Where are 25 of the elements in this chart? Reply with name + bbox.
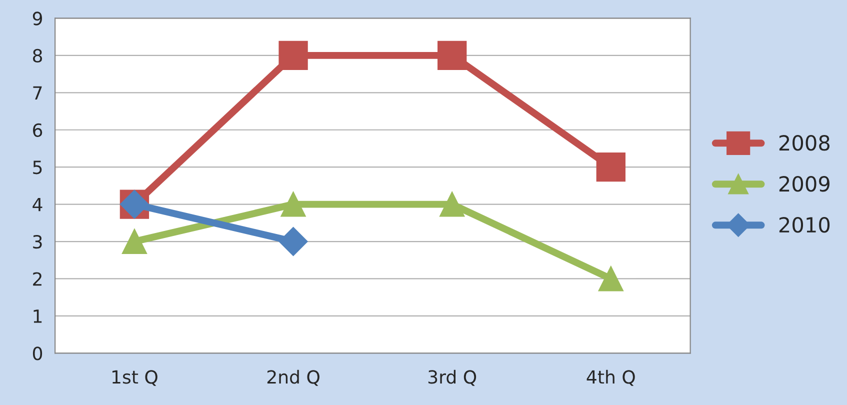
x-tick-label: 2nd Q <box>267 370 320 386</box>
y-tick-label: 5 <box>33 160 42 174</box>
y-tick-label: 0 <box>32 346 42 360</box>
y-tick-label: 8 <box>32 48 42 63</box>
point <box>598 266 624 292</box>
point <box>596 152 626 182</box>
y-tick-label: 7 <box>33 86 42 100</box>
y-tick-label: 6 <box>33 123 42 137</box>
point <box>280 192 306 217</box>
legend-label: 2008 <box>779 134 830 151</box>
point <box>278 227 308 256</box>
point <box>438 40 467 70</box>
y-tick-label: 4 <box>32 198 42 212</box>
x-tick-label: 3rd Q <box>428 370 476 386</box>
y-tick-label: 2 <box>33 272 42 286</box>
point <box>122 229 147 254</box>
legend-label: 2009 <box>779 176 830 192</box>
legend-label: 2010 <box>779 216 830 233</box>
y-tick-label: 9 <box>32 12 42 26</box>
y-tick-label: 1 <box>34 310 42 323</box>
x-tick-label: 1st Q <box>112 370 158 386</box>
point <box>278 40 308 70</box>
y-tick-label: 3 <box>33 234 42 249</box>
point <box>440 192 465 217</box>
x-tick-label: 4th Q <box>586 370 635 386</box>
